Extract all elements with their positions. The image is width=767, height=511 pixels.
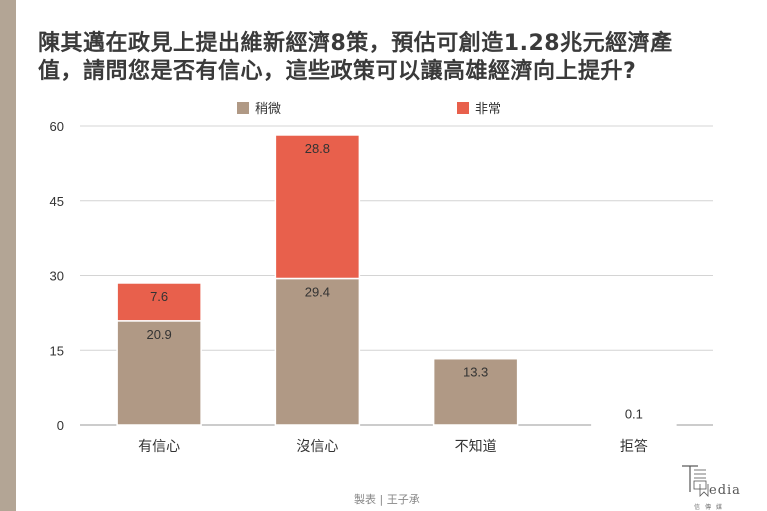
x-tick-label: 拒答 <box>620 438 648 454</box>
logo-text: edia <box>709 483 741 498</box>
y-tick-label: 45 <box>50 194 64 209</box>
x-tick-label: 不知道 <box>455 438 497 454</box>
legend-label: 稍微 <box>255 101 281 116</box>
media-logo-icon <box>682 465 709 497</box>
bar-segment <box>432 357 519 426</box>
y-tick-label: 15 <box>50 343 64 358</box>
y-tick-label: 0 <box>57 418 64 433</box>
x-tick-label: 有信心 <box>138 438 180 454</box>
legend-label: 非常 <box>475 101 501 116</box>
legend-swatch <box>237 102 249 114</box>
left-accent-bar <box>0 0 16 511</box>
data-label: 29.4 <box>305 284 330 299</box>
x-tick-label: 沒信心 <box>296 438 338 454</box>
bar-segment <box>274 277 361 426</box>
legend-swatch <box>457 102 469 114</box>
data-label: 7.6 <box>150 289 168 304</box>
title-line-2: 值，請問您是否有信心，這些政策可以讓高雄經濟向上提升? <box>38 59 637 84</box>
bar-segment <box>116 282 202 322</box>
bar-segment <box>274 134 361 280</box>
y-tick-label: 60 <box>50 119 64 134</box>
data-label: 28.8 <box>305 141 330 156</box>
data-label: 13.3 <box>463 365 488 380</box>
title-line-1: 陳其邁在政見上提出維新經濟8策，預估可創造1.28兆元經濟產 <box>38 31 673 56</box>
data-label: 20.9 <box>146 327 171 342</box>
chart-credit: 製表 | 王子承 <box>354 493 420 506</box>
y-tick-label: 30 <box>50 269 64 284</box>
chart-title: 陳其邁在政見上提出維新經濟8策，預估可創造1.28兆元經濟產 值，請問您是否有信… <box>38 30 758 86</box>
logo-subtext: 信傳媒 <box>694 504 728 511</box>
data-label: 0.1 <box>625 407 643 422</box>
